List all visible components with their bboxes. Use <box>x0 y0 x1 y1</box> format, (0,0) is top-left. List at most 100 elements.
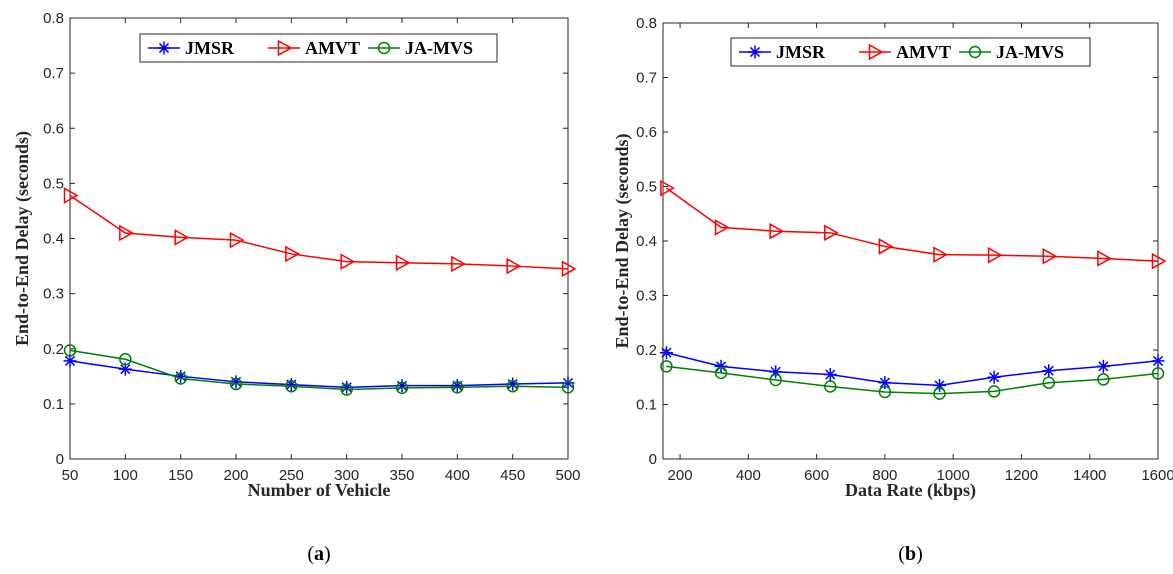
legend-marker <box>748 45 762 59</box>
x-tick-label: 500 <box>555 467 580 484</box>
data-point <box>987 246 1003 264</box>
data-point <box>714 219 730 236</box>
data-point <box>878 376 892 390</box>
x-tick-label: 1200 <box>1005 467 1038 484</box>
data-point <box>769 373 782 387</box>
y-tick-label: 0.2 <box>636 342 657 359</box>
series-ja-mvs <box>63 344 575 396</box>
y-tick-label: 0.5 <box>636 179 657 196</box>
x-axis-label: Data Rate (kbps) <box>845 480 976 501</box>
series-line <box>69 360 569 389</box>
data-point <box>174 372 187 385</box>
legend-entry-jmsr: JMSR <box>148 38 235 58</box>
x-tick-label: 300 <box>334 467 359 484</box>
data-point <box>933 387 946 400</box>
x-tick-label: 1000 <box>936 467 969 484</box>
data-point <box>506 379 519 393</box>
data-point <box>63 344 77 357</box>
series-ja-mvs <box>660 360 1165 400</box>
data-point <box>769 222 785 240</box>
series-line <box>69 349 569 391</box>
y-axis-label: End-to-End Delay (seconds) <box>612 133 633 348</box>
data-point <box>395 381 409 395</box>
data-point <box>561 260 577 278</box>
x-tick-label: 800 <box>872 467 897 484</box>
data-point <box>285 245 300 263</box>
x-tick-label: 50 <box>62 467 79 484</box>
x-tick-label: 400 <box>445 467 470 484</box>
data-point <box>987 370 1001 384</box>
legend-box <box>139 33 498 63</box>
x-tick-label: 350 <box>389 467 414 484</box>
x-tick-label: 1600 <box>1141 467 1173 484</box>
data-point <box>561 381 575 394</box>
data-point <box>987 385 1001 398</box>
x-tick-label: 200 <box>223 467 248 484</box>
data-point <box>285 379 298 393</box>
y-tick-label: 0.5 <box>43 175 64 192</box>
panel-label: (b) <box>898 543 922 565</box>
x-tick-label: 1400 <box>1073 467 1106 484</box>
series-line <box>69 194 569 270</box>
legend-marker <box>968 45 982 59</box>
x-tick-label: 100 <box>113 467 138 484</box>
data-point <box>824 224 839 242</box>
data-point <box>878 238 894 255</box>
data-point <box>229 231 245 249</box>
data-point <box>395 254 411 272</box>
legend-box <box>730 37 1091 67</box>
legend-label: AMVT <box>305 38 360 58</box>
data-point <box>451 381 464 394</box>
y-axis-label: End-to-End Delay (seconds) <box>12 131 33 346</box>
series-line <box>666 351 1159 387</box>
y-tick-label: 0.3 <box>43 286 64 303</box>
series-line <box>666 365 1159 395</box>
data-point <box>1151 367 1165 380</box>
y-tick-label: 0 <box>649 451 657 468</box>
data-point <box>933 246 949 263</box>
legend-entry-ja-mvs: JA-MVS <box>959 42 1064 62</box>
series-amvt <box>660 179 1167 270</box>
data-point <box>714 359 728 373</box>
data-point <box>714 366 728 380</box>
data-point <box>174 229 190 246</box>
data-point <box>1097 373 1110 386</box>
chart-panel-b: 0 0.1 0.2 0.3 0.4 0.5 0.6 0.7 0.8 200 400 600 800 100… <box>612 15 1173 565</box>
data-point <box>1042 247 1058 265</box>
chart-panel-a: 0 0.1 0.2 0.3 0.4 0.5 0.6 0.7 0.8 50 100 150 200 250 3… <box>12 10 581 565</box>
data-point <box>451 255 466 273</box>
x-tick-label: 200 <box>668 467 693 484</box>
data-point <box>506 257 522 275</box>
legend: JMSR AMVT JA-MVS <box>730 37 1091 67</box>
data-point <box>1151 252 1167 270</box>
y-tick-label: 0.7 <box>636 70 657 87</box>
legend: JMSR AMVT JA-MVS <box>139 33 498 63</box>
y-tick-label: 0.4 <box>636 233 657 250</box>
x-tick-label: 250 <box>279 467 304 484</box>
data-point <box>660 179 675 197</box>
y-tick-label: 0.8 <box>636 15 657 32</box>
y-tick-label: 0.6 <box>636 124 657 141</box>
legend-entry-ja-mvs: JA-MVS <box>368 38 473 58</box>
data-point <box>878 385 892 399</box>
x-tick-label: 150 <box>168 467 193 484</box>
legend-marker <box>377 41 391 55</box>
data-point <box>119 352 132 366</box>
plot-area <box>662 22 1159 460</box>
data-point <box>1042 376 1056 389</box>
y-tick-label: 0.3 <box>636 288 657 305</box>
data-point <box>823 368 837 382</box>
data-point <box>824 380 837 393</box>
legend-label: JMSR <box>776 42 826 62</box>
y-tick-label: 0.6 <box>43 120 64 137</box>
legend-marker <box>868 43 884 61</box>
data-point <box>1096 359 1110 373</box>
legend-label: JA-MVS <box>996 42 1064 62</box>
legend-label: AMVT <box>896 42 951 62</box>
data-point <box>340 383 353 396</box>
data-point <box>1151 354 1165 368</box>
panel-label: (a) <box>307 543 330 565</box>
legend-label: JMSR <box>185 38 235 58</box>
y-tick-label: 0.4 <box>43 231 64 248</box>
